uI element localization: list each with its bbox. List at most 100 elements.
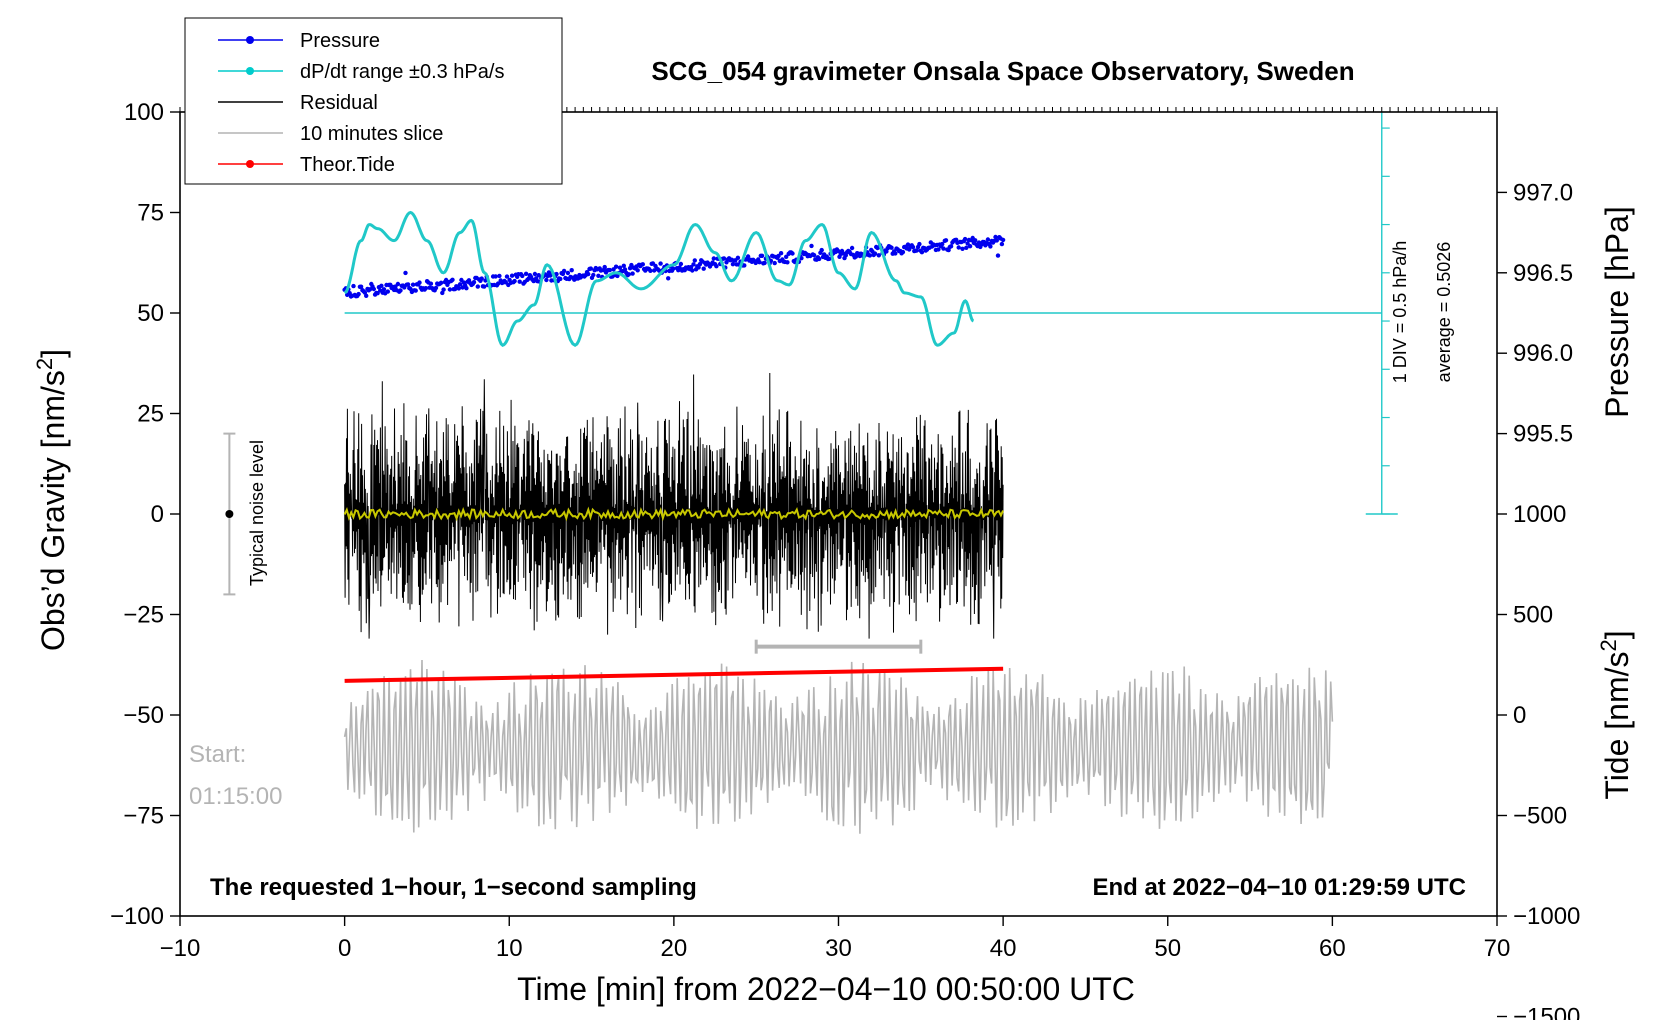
pressure-point: [441, 287, 446, 292]
pressure-point: [999, 241, 1005, 247]
pressure-point: [523, 271, 529, 276]
pressure-point: [956, 245, 961, 250]
pressure-point: [471, 280, 477, 285]
start-label: Start:: [189, 741, 246, 768]
noise-bar-dot: [225, 510, 234, 518]
pressure-point: [364, 293, 369, 298]
y-tick-label: 75: [137, 200, 164, 227]
tide-tick-label: 0: [1513, 702, 1526, 729]
legend-label-4: Theor.Tide: [300, 154, 395, 176]
pressure-tick-label: 996.5: [1513, 260, 1573, 287]
pressure-point: [558, 276, 563, 282]
pressure-point: [889, 245, 894, 250]
pressure-point: [493, 274, 498, 279]
y-tick-label: −25: [123, 602, 164, 629]
pressure-point: [358, 284, 364, 289]
pressure-point: [893, 251, 898, 256]
legend-marker-4: [246, 160, 254, 168]
pressure-point: [1000, 237, 1006, 243]
pressure-point: [910, 244, 916, 250]
pressure-point: [423, 286, 428, 291]
tide-axis-label: Tide [nm/s2]: [1596, 630, 1635, 799]
pressure-average-annotation: average = 0.5026: [1434, 242, 1454, 383]
x-tick-label: 30: [825, 935, 852, 962]
pressure-point: [536, 273, 541, 278]
pressure-point: [630, 271, 635, 276]
pressure-point: [626, 272, 631, 277]
pressure-point: [964, 245, 969, 250]
pressure-point: [375, 291, 380, 296]
left-axis-label: Obs’d Gravity [nm/s2]: [32, 349, 71, 651]
y-tick-label: −75: [123, 803, 164, 830]
x-tick-label: 40: [990, 935, 1017, 962]
pressure-point: [671, 266, 676, 271]
pressure-point: [967, 244, 973, 249]
pressure-point: [586, 271, 591, 277]
pressure-point: [827, 256, 832, 261]
pressure-point: [836, 248, 841, 254]
pressure-point: [417, 280, 422, 285]
pressure-point: [994, 238, 999, 243]
pressure-point: [602, 264, 607, 270]
pressure-point: [596, 273, 601, 278]
pressure-point: [561, 268, 567, 274]
axes-layer: −10 0 10 20 30 40 50 60 70−100−75−50−25025507510…: [110, 99, 1580, 1020]
pressure-point: [440, 290, 445, 296]
start-time: 01:15:00: [189, 783, 282, 810]
pressure-point: [811, 253, 817, 258]
pressure-point: [385, 289, 390, 294]
pressure-point: [658, 261, 663, 266]
legend-label-3: 10 minutes slice: [300, 123, 443, 145]
pressure-point: [405, 282, 411, 287]
pressure-point: [569, 268, 574, 273]
pressure-point: [395, 281, 401, 287]
pressure-point: [403, 270, 408, 276]
pressure-point: [367, 287, 373, 292]
dpdt-layer: [343, 210, 975, 347]
legend: Pressure dP/dt range ±0.3 hPa/s Residual 10…: [184, 17, 563, 185]
legend-label-1: dP/dt range ±0.3 hPa/s: [300, 61, 504, 83]
legend-label-2: Residual: [300, 92, 378, 114]
pressure-point: [457, 282, 463, 287]
pressure-point: [398, 288, 403, 293]
pressure-point: [790, 251, 795, 256]
pressure-point: [742, 263, 747, 268]
pressure-point: [772, 260, 777, 266]
pressure-point: [936, 247, 941, 252]
dpdt-series-line: [343, 210, 975, 347]
pressure-point: [410, 282, 416, 287]
pressure-point: [351, 283, 356, 289]
pressure-point: [735, 255, 741, 260]
pressure-tick-label: 997.0: [1513, 179, 1573, 206]
legend-label-0: Pressure: [300, 30, 380, 52]
pressure-point: [464, 286, 469, 291]
pressure-point: [617, 265, 623, 270]
y-tick-label: −50: [123, 702, 164, 729]
pressure-point: [648, 268, 653, 273]
y-tick-label: 25: [137, 401, 164, 428]
pressure-point: [730, 262, 736, 267]
pressure-point: [532, 271, 538, 277]
filtered-residual-line: [343, 506, 1005, 522]
ten-minute-slice-layer: [343, 659, 1334, 834]
tide-tick-label: 500: [1513, 602, 1553, 629]
pressure-point: [960, 246, 965, 251]
y-tick-label: −100: [110, 903, 164, 930]
pressure-point: [943, 238, 949, 243]
pressure-point: [509, 273, 515, 278]
pressure-point: [666, 276, 671, 281]
pressure-point: [876, 253, 881, 258]
pressure-point: [914, 248, 919, 253]
x-tick-label: 10: [496, 935, 523, 962]
pressure-point: [762, 260, 767, 266]
pressure-point: [884, 249, 889, 254]
sampling-note: The requested 1−hour, 1−second sampling: [210, 874, 697, 901]
pressure-div-annotation: 1 DIV = 0.5 hPa/h: [1390, 241, 1410, 384]
pressure-point: [785, 260, 790, 265]
pressure-point: [565, 270, 571, 276]
pressure-point: [495, 281, 501, 286]
pressure-point: [677, 265, 682, 270]
pressure-point: [447, 287, 453, 292]
pressure-point: [721, 256, 727, 261]
